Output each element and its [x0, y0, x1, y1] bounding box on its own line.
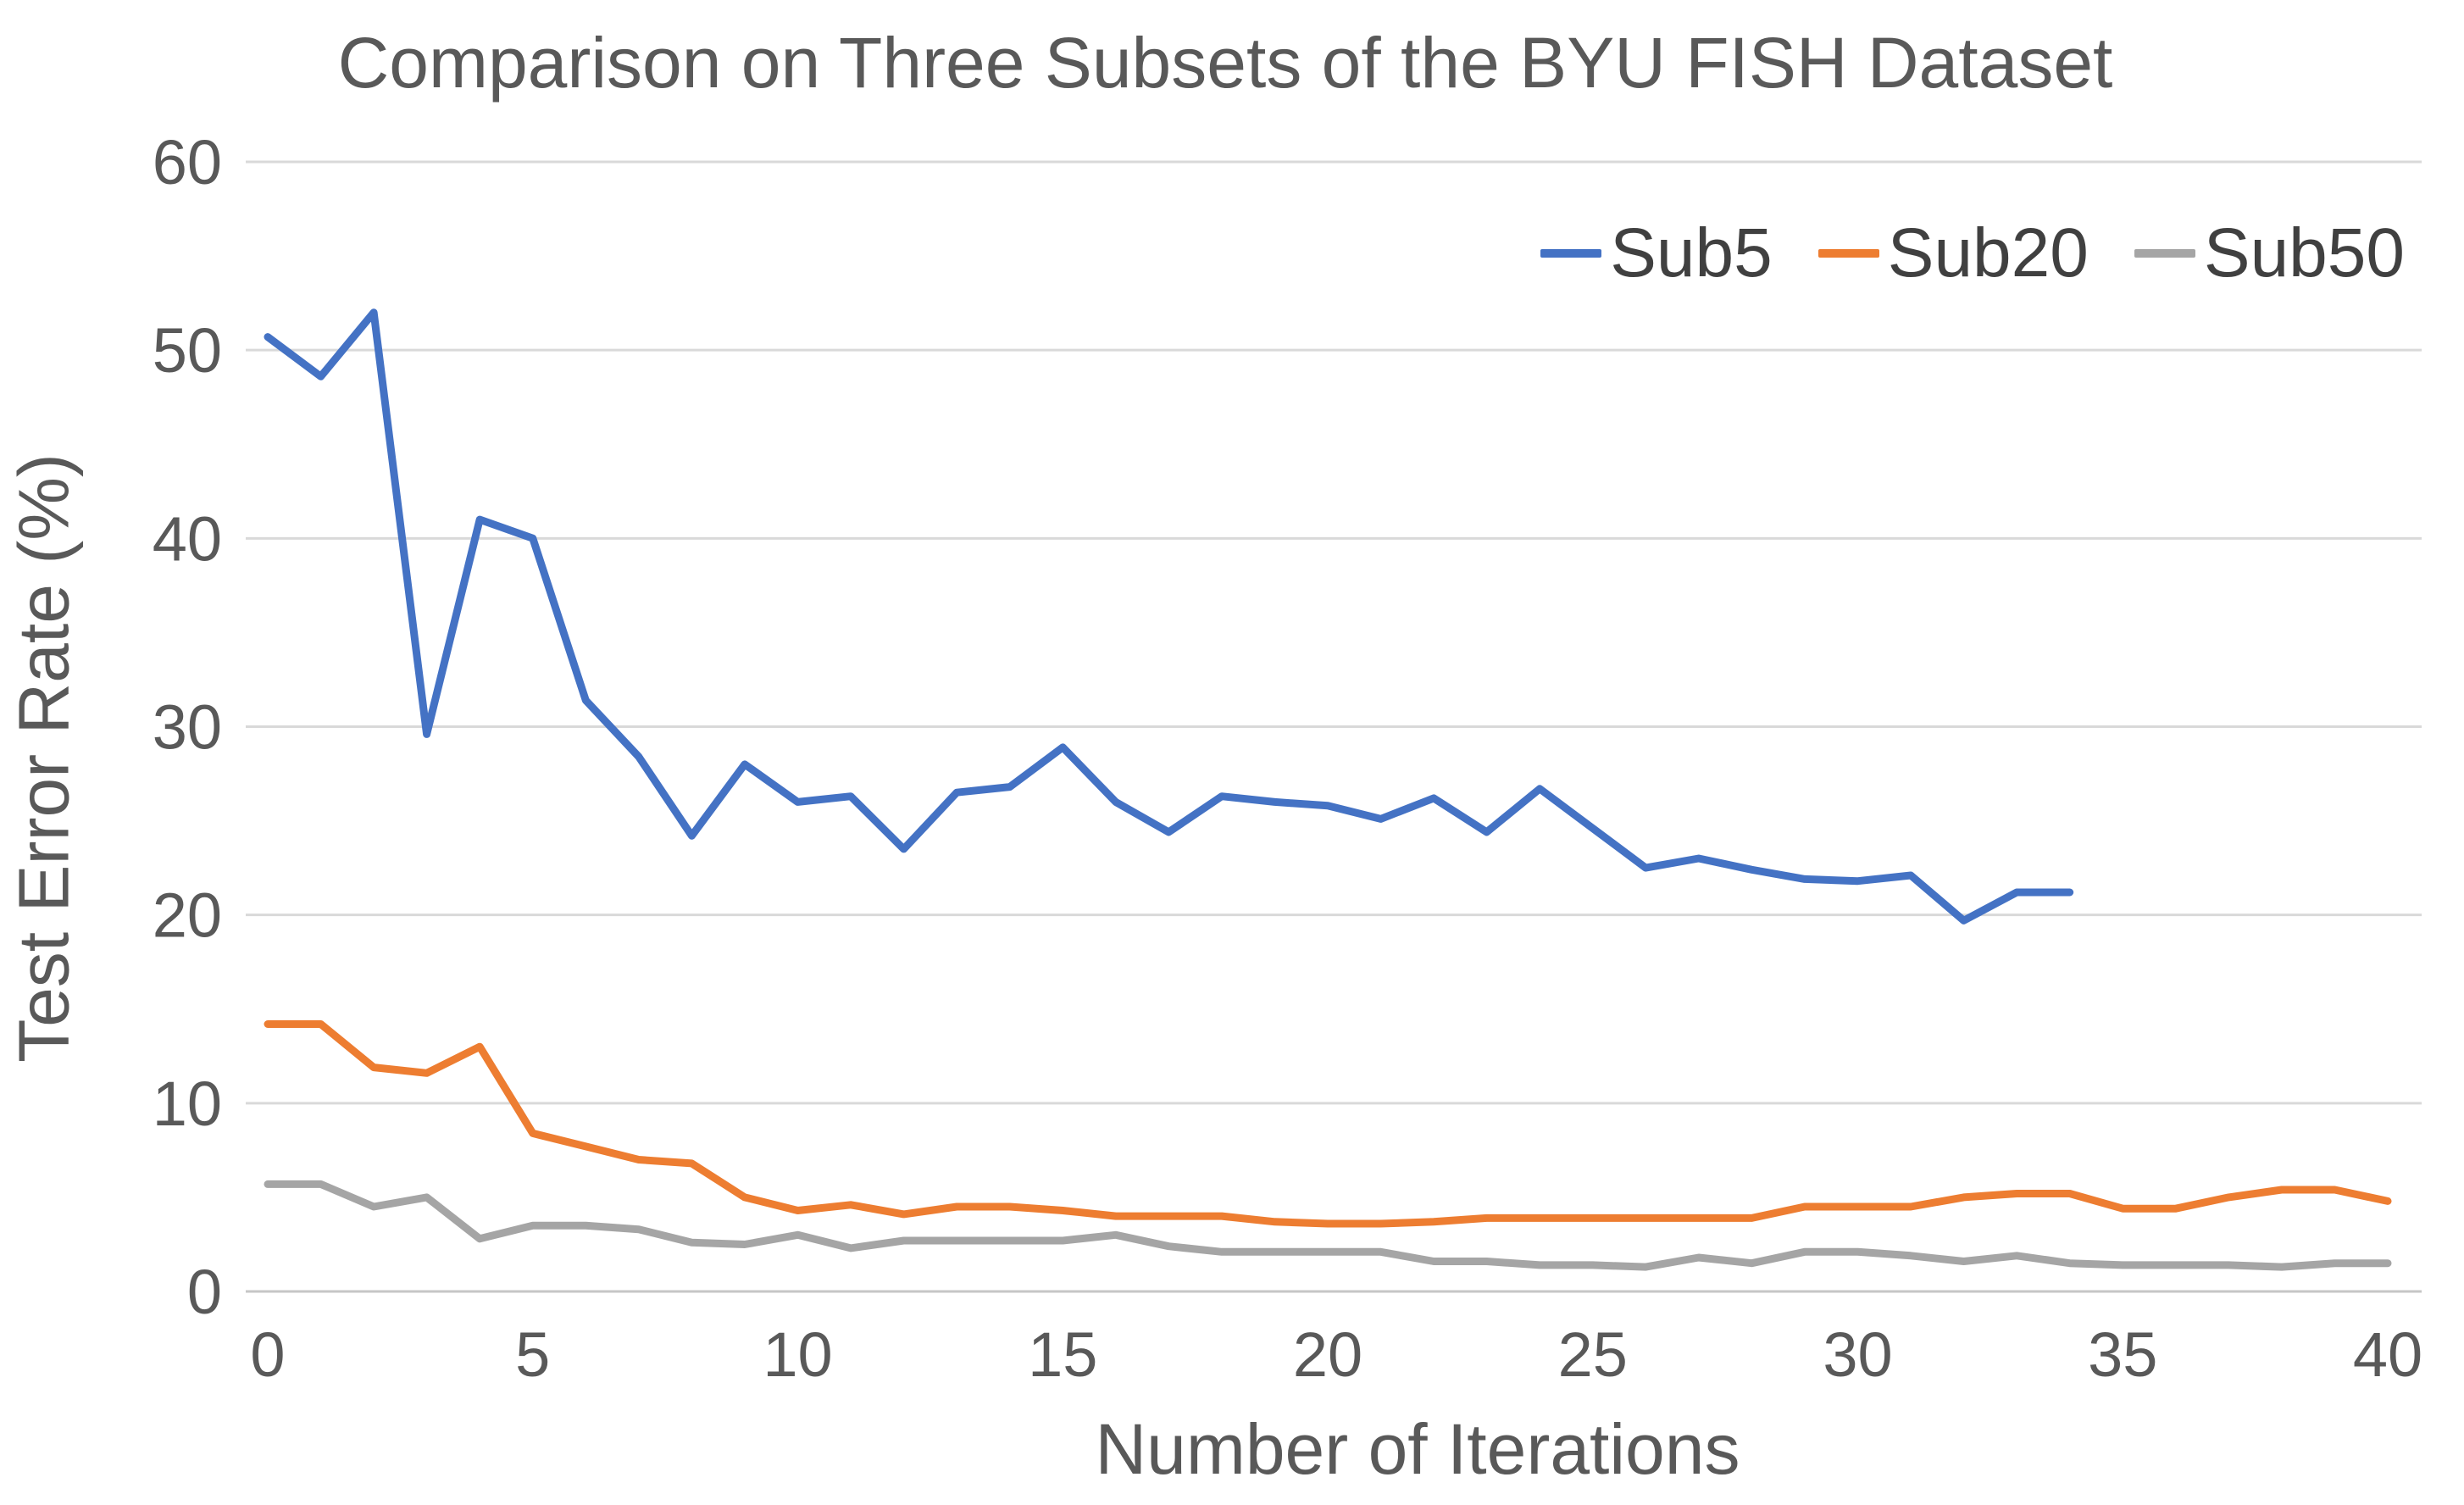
series-line-sub20	[264, 1020, 2392, 1228]
legend-line-swatch-sub50	[2134, 249, 2195, 258]
legend-item-sub5: Sub5	[1540, 214, 1773, 293]
y-tick-labels: 0 10 20 30 40 50 60	[153, 127, 222, 1327]
y-tick-label-0: 0	[187, 1257, 222, 1327]
y-tick-label-50: 50	[153, 315, 222, 386]
x-tick-label-40: 40	[2353, 1319, 2422, 1390]
gridlines	[246, 160, 2422, 1293]
legend-label-sub20: Sub20	[1887, 214, 2089, 292]
y-tick-label-20: 20	[153, 880, 222, 951]
x-tick-label-20: 20	[1293, 1319, 1362, 1390]
chart-title: Comparison on Three Subsets of the BYU F…	[0, 22, 2464, 104]
series-lines	[264, 308, 2392, 1271]
x-tick-label-30: 30	[1823, 1319, 1892, 1390]
legend-item-sub20: Sub20	[1817, 214, 2089, 293]
x-tick-label-25: 25	[1558, 1319, 1628, 1390]
y-tick-label-10: 10	[153, 1069, 222, 1139]
series-line-sub50	[264, 1180, 2392, 1271]
x-tick-label-0: 0	[250, 1319, 285, 1390]
x-tick-label-35: 35	[2088, 1319, 2157, 1390]
x-axis-title: Number of Iterations	[1095, 1409, 1740, 1489]
y-tick-label-40: 40	[153, 503, 222, 574]
legend-line-swatch-sub20	[1817, 249, 1879, 258]
y-tick-label-60: 60	[153, 127, 222, 197]
legend-label-sub5: Sub5	[1610, 214, 1773, 292]
x-tick-label-5: 5	[515, 1319, 550, 1390]
x-tick-labels: 0 5 10 15 20 25 30 35 40	[250, 1319, 2422, 1390]
series-line-sub5	[264, 308, 2074, 925]
x-tick-label-10: 10	[763, 1319, 832, 1390]
chart-title-text: Comparison on Three Subsets of the BYU F…	[337, 23, 2113, 103]
legend-item-sub50: Sub50	[2134, 214, 2405, 293]
y-axis-title: Test Error Rate (%)	[3, 453, 84, 1063]
legend-line-swatch-sub5	[1540, 249, 1602, 258]
legend: Sub5 Sub20 Sub50	[1540, 214, 2405, 293]
x-tick-label-15: 15	[1028, 1319, 1097, 1390]
legend-label-sub50: Sub50	[2203, 214, 2405, 292]
y-tick-label-30: 30	[153, 691, 222, 762]
